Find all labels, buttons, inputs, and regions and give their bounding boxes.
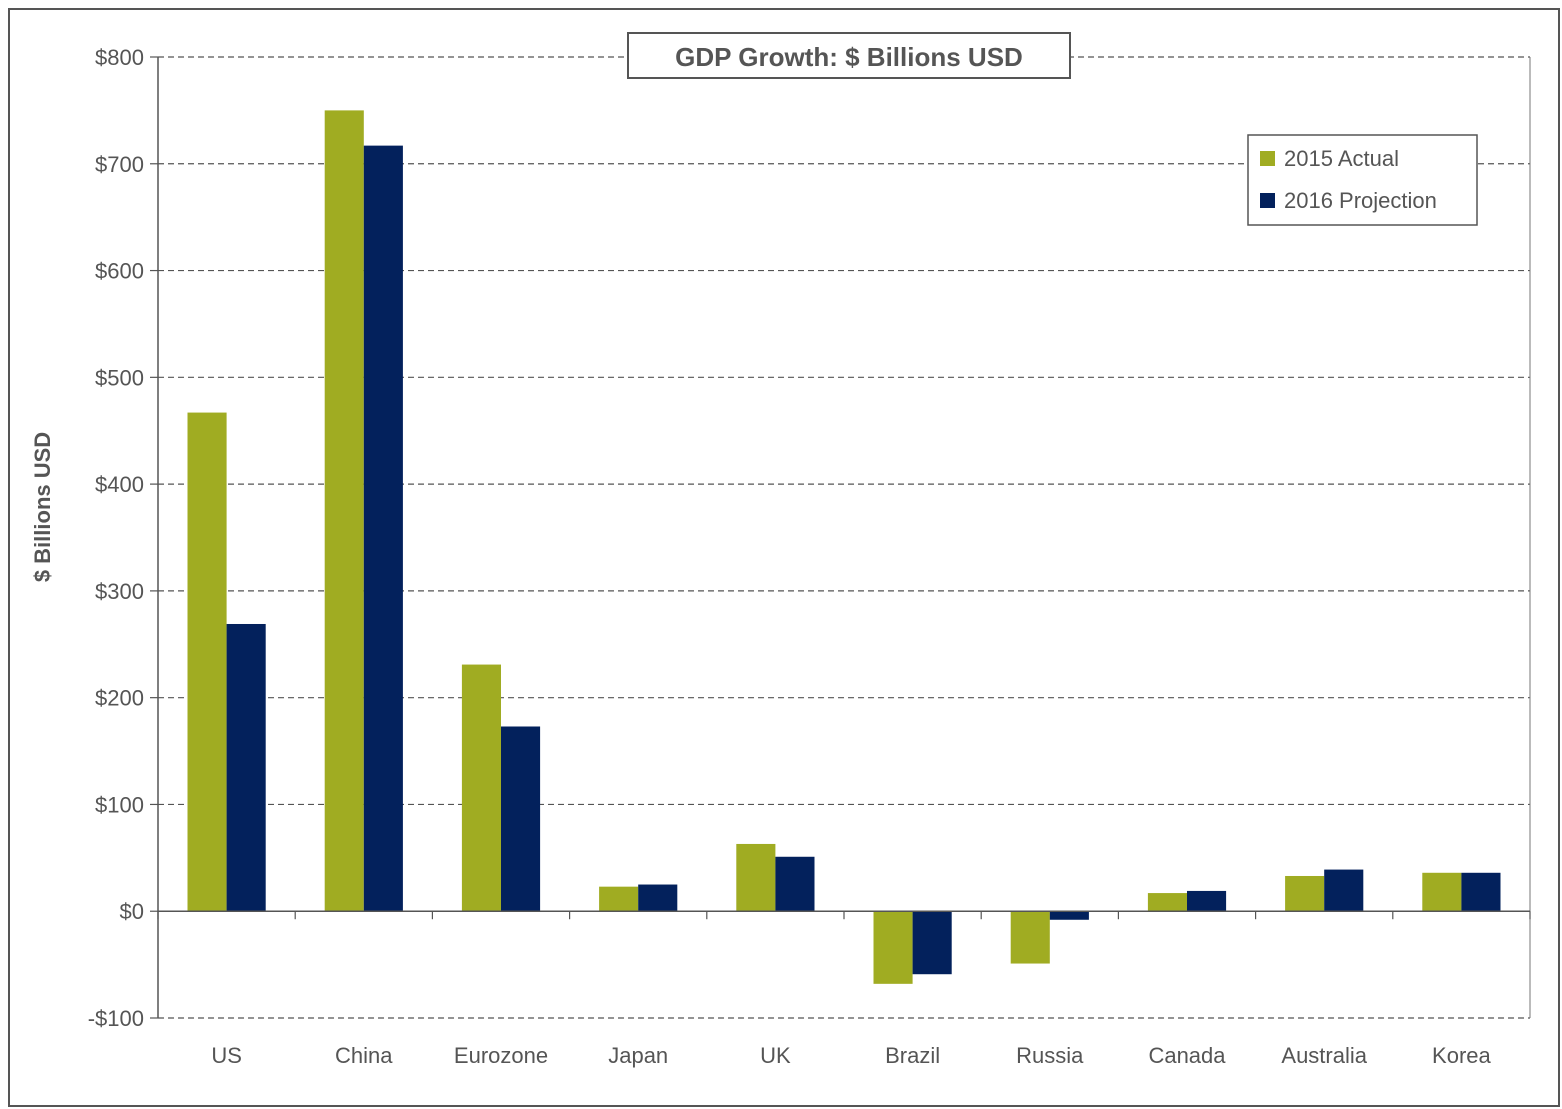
bar-2016-projection-brazil <box>912 911 952 975</box>
bar-2015-actual-china <box>324 110 364 912</box>
x-tick-label: Japan <box>608 1043 668 1068</box>
x-tick-label: US <box>211 1043 242 1068</box>
y-tick-label: $800 <box>95 45 144 70</box>
x-tick-label: Brazil <box>885 1043 940 1068</box>
bar-2016-projection-russia <box>1049 911 1089 920</box>
x-tick-label: Eurozone <box>454 1043 548 1068</box>
x-tick-label: Canada <box>1148 1043 1226 1068</box>
axes <box>150 56 1531 1019</box>
y-tick-label: $500 <box>95 365 144 390</box>
x-tick-label: UK <box>760 1043 791 1068</box>
legend-swatch-2016-projection <box>1260 193 1275 208</box>
y-axis-label: $ Billions USD <box>30 432 55 582</box>
chart-title-box: GDP Growth: $ Billions USD <box>627 32 1071 79</box>
bar-2015-actual-us <box>187 412 227 912</box>
x-tick-label: Australia <box>1281 1043 1367 1068</box>
bar-2016-projection-china <box>363 145 403 912</box>
bar-2015-actual-japan <box>599 886 639 912</box>
x-tick-label: Korea <box>1432 1043 1491 1068</box>
legend-swatch-2015-actual <box>1260 151 1275 166</box>
y-tick-label: $600 <box>95 259 144 284</box>
bar-2015-actual-brazil <box>873 911 913 984</box>
bar-2016-projection-australia <box>1324 869 1364 912</box>
bar-2016-projection-korea <box>1461 872 1501 912</box>
bar-2016-projection-japan <box>638 884 678 912</box>
bar-2016-projection-us <box>226 623 266 912</box>
bar-2015-actual-russia <box>1010 911 1050 964</box>
legend-label-2016-projection: 2016 Projection <box>1284 188 1437 213</box>
x-tick-label: Russia <box>1016 1043 1084 1068</box>
x-tick-label: China <box>335 1043 393 1068</box>
y-tick-label: $0 <box>120 899 144 924</box>
y-tick-label: -$100 <box>88 1006 144 1031</box>
bar-2015-actual-eurozone <box>461 664 501 912</box>
y-tick-label: $700 <box>95 152 144 177</box>
bar-2015-actual-korea <box>1422 872 1462 912</box>
bar-2015-actual-australia <box>1285 875 1325 912</box>
y-tick-label: $100 <box>95 792 144 817</box>
y-tick-label: $200 <box>95 686 144 711</box>
y-tick-label: $400 <box>95 472 144 497</box>
bars <box>187 110 1501 984</box>
y-tick-labels: -$100 $0 $100 $200 $300 $400 $500 $600 $700 $800 <box>88 45 144 1031</box>
legend: 2015 Actual 2016 Projection <box>1247 134 1478 226</box>
bar-2016-projection-eurozone <box>501 726 541 912</box>
bar-2015-actual-canada <box>1147 893 1187 912</box>
legend-label-2015-actual: 2015 Actual <box>1284 146 1399 171</box>
bar-2016-projection-canada <box>1187 890 1227 912</box>
chart-title: GDP Growth: $ Billions USD <box>675 42 1023 72</box>
bar-2015-actual-uk <box>736 843 776 912</box>
y-tick-label: $300 <box>95 579 144 604</box>
x-tick-labels: US China Eurozone Japan UK Brazil Russia Canada… <box>211 1043 1491 1068</box>
bar-2016-projection-uk <box>775 856 815 912</box>
